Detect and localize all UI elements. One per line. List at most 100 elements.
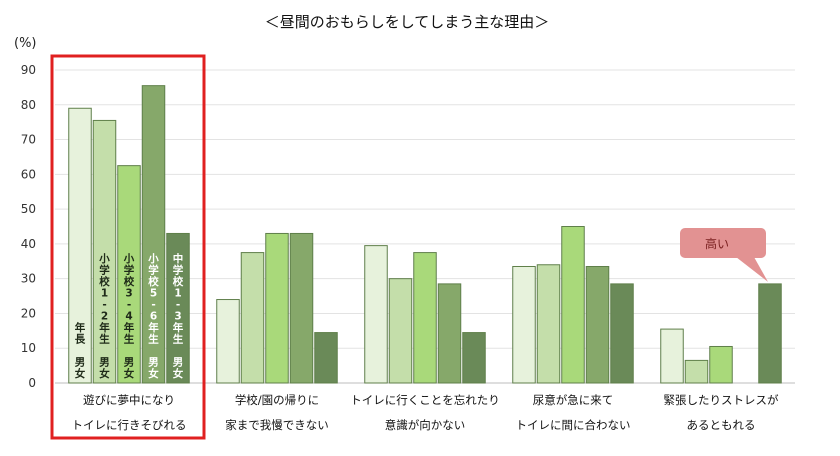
bar-labels: 年長男女小学校1-2年生男女小学校3-4年生男女小学校5-6年生男女中学校1-3… — [75, 252, 184, 380]
category-label: トイレに行くことを忘れたり — [350, 393, 500, 407]
bar-series-label: 生 — [124, 333, 135, 346]
bar — [413, 252, 437, 384]
bar-series-label: 年 — [173, 321, 184, 334]
bar-series-label: 小 — [123, 252, 135, 265]
bar — [289, 232, 314, 384]
bar-series-label: 生 — [99, 333, 110, 346]
bar-series-label: 長 — [75, 334, 86, 346]
bar-series-label: 女 — [124, 367, 135, 380]
bar-series-label: 学 — [148, 264, 159, 277]
bar-series-label: - — [176, 299, 180, 311]
bar — [758, 283, 782, 384]
bar-series-label: 学 — [99, 264, 110, 277]
bar-series-label: 男 — [75, 357, 86, 369]
bar — [68, 107, 92, 384]
bar-series-label: 女 — [75, 367, 86, 380]
bar-series-label: 2 — [101, 311, 108, 323]
bar-series-label: 男 — [148, 357, 159, 369]
bar-series-label: 4 — [125, 311, 132, 323]
bar — [437, 283, 462, 384]
y-tick-label: 0 — [28, 376, 36, 390]
category-label: 学校/園の帰りに — [235, 393, 319, 407]
bar — [141, 85, 166, 384]
category-label: 緊張したりストレスが — [664, 393, 779, 407]
callout: 高い — [680, 228, 768, 282]
category-label: トイレに間に合わない — [516, 418, 631, 432]
bar-series-label: 女 — [173, 367, 184, 380]
bar-series-label: - — [127, 299, 131, 311]
y-tick-label: 40 — [21, 237, 36, 251]
bar-series-label: 男 — [99, 357, 110, 369]
category-label: 尿意が急に来て — [533, 393, 614, 407]
bar-series-label: 女 — [148, 367, 159, 380]
bar-series-label: 校 — [124, 275, 135, 288]
bar — [660, 328, 684, 384]
bar — [314, 332, 338, 384]
category-label: トイレに行きそびれる — [72, 418, 187, 432]
bar — [610, 283, 634, 384]
bar-series-label: 生 — [173, 333, 184, 346]
bar-series-label: 1 — [101, 288, 108, 300]
bar — [561, 226, 585, 384]
bar-series-label: 学 — [173, 264, 184, 277]
bar-series-label: 1 — [174, 288, 181, 300]
callout-pointer — [736, 257, 768, 282]
bar — [536, 264, 561, 384]
category-label: 遊びに夢中になり — [83, 393, 175, 407]
y-tick-label: 20 — [21, 306, 36, 320]
bar-series-label: 学 — [124, 264, 135, 277]
y-tick-label: 70 — [21, 133, 36, 147]
bar-series-label: 男 — [173, 357, 184, 369]
category-label: あるともれる — [687, 418, 756, 432]
callout-text: 高い — [705, 236, 729, 251]
bar-series-label: - — [151, 299, 155, 311]
bar-series-label: 生 — [148, 333, 159, 346]
highlight-box — [50, 54, 206, 440]
y-axis-ticks: 0 10 20 30 40 50 60 70 80 90 — [21, 63, 36, 390]
bar — [166, 232, 190, 384]
bar-series-label: 6 — [150, 311, 157, 323]
bar-series-label: 3 — [125, 288, 132, 300]
y-tick-label: 90 — [21, 63, 36, 77]
bar-series-label: 年 — [148, 321, 159, 334]
bar-series-label: 年 — [75, 321, 86, 334]
y-axis-unit: (%) — [14, 36, 37, 51]
bars — [68, 85, 782, 384]
bar — [709, 345, 733, 384]
category-label: 家まで我慢できない — [225, 418, 329, 432]
bar — [240, 252, 265, 384]
bar-series-label: 校 — [148, 275, 159, 288]
bar — [462, 332, 486, 384]
y-tick-label: 10 — [21, 341, 36, 355]
bar-series-label: 男 — [124, 357, 135, 369]
bar-series-label: 年 — [99, 321, 110, 334]
bar-series-label: 女 — [99, 367, 110, 380]
bar-series-label: 年 — [124, 321, 135, 334]
chart-title: ＜昼間のおもらしをしてしまう主な理由＞ — [265, 13, 550, 31]
y-tick-label: 80 — [21, 98, 36, 112]
bar — [364, 245, 388, 384]
category-label: 意識が向かない — [385, 418, 466, 432]
bar-series-label: 小 — [147, 252, 159, 265]
bar — [388, 278, 413, 384]
bar — [216, 299, 240, 384]
bar-series-label: 5 — [150, 288, 157, 300]
y-tick-label: 50 — [21, 202, 36, 216]
bar-series-label: 小 — [98, 252, 110, 265]
bar — [92, 119, 117, 384]
y-tick-label: 30 — [21, 272, 36, 286]
bar-series-label: - — [102, 299, 106, 311]
bar — [585, 265, 610, 384]
bar-series-label: 校 — [99, 275, 110, 288]
y-tick-label: 60 — [21, 167, 36, 181]
bar — [512, 265, 536, 384]
bar-series-label: 3 — [174, 311, 181, 323]
bar-series-label: 中 — [173, 252, 184, 265]
bar-series-label: 校 — [173, 275, 184, 288]
callout-bubble — [680, 228, 766, 258]
bar — [265, 232, 289, 384]
bar — [684, 359, 709, 384]
bar — [117, 165, 141, 384]
